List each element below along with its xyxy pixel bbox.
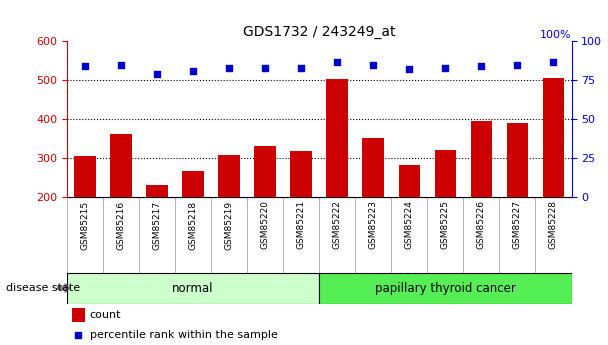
Point xyxy=(404,67,414,72)
Bar xyxy=(398,165,420,274)
Bar xyxy=(72,308,85,322)
Text: count: count xyxy=(89,310,121,320)
Point xyxy=(260,65,270,71)
Text: GSM85218: GSM85218 xyxy=(188,200,198,249)
Text: GSM85215: GSM85215 xyxy=(80,200,89,249)
Point xyxy=(548,59,558,64)
Point xyxy=(368,62,378,68)
Text: papillary thyroid cancer: papillary thyroid cancer xyxy=(375,282,516,295)
Text: percentile rank within the sample: percentile rank within the sample xyxy=(89,330,277,339)
Text: normal: normal xyxy=(172,282,214,295)
Text: disease state: disease state xyxy=(6,283,80,293)
Bar xyxy=(110,134,132,274)
Bar xyxy=(362,138,384,274)
Text: GSM85228: GSM85228 xyxy=(549,200,558,249)
Bar xyxy=(291,151,312,274)
Point xyxy=(296,65,306,71)
Point xyxy=(477,63,486,69)
Bar xyxy=(254,146,276,274)
Bar xyxy=(182,171,204,274)
Point xyxy=(80,63,90,69)
Bar xyxy=(67,273,319,304)
Bar xyxy=(543,78,564,274)
Text: GSM85227: GSM85227 xyxy=(513,200,522,249)
Text: GSM85221: GSM85221 xyxy=(297,200,306,249)
Text: GSM85225: GSM85225 xyxy=(441,200,450,249)
Bar xyxy=(326,79,348,274)
Text: GSM85220: GSM85220 xyxy=(261,200,269,249)
Point xyxy=(333,59,342,64)
Point xyxy=(224,65,234,71)
Bar xyxy=(471,121,492,274)
Bar xyxy=(218,155,240,274)
Title: GDS1732 / 243249_at: GDS1732 / 243249_at xyxy=(243,25,395,39)
Bar xyxy=(74,156,95,274)
Text: GSM85223: GSM85223 xyxy=(369,200,378,249)
Point xyxy=(440,65,450,71)
Text: GSM85224: GSM85224 xyxy=(405,200,414,249)
Text: GSM85219: GSM85219 xyxy=(224,200,233,249)
Text: GSM85217: GSM85217 xyxy=(153,200,162,249)
Bar xyxy=(319,273,572,304)
Point xyxy=(116,62,126,68)
Text: GSM85222: GSM85222 xyxy=(333,200,342,249)
Text: GSM85226: GSM85226 xyxy=(477,200,486,249)
Text: GSM85216: GSM85216 xyxy=(117,200,125,249)
Text: 100%: 100% xyxy=(540,30,572,40)
Point xyxy=(188,68,198,73)
Point xyxy=(415,227,425,233)
Point xyxy=(152,71,162,77)
Point xyxy=(513,62,522,68)
Bar xyxy=(435,150,456,274)
Bar xyxy=(506,123,528,274)
Bar xyxy=(146,185,168,274)
